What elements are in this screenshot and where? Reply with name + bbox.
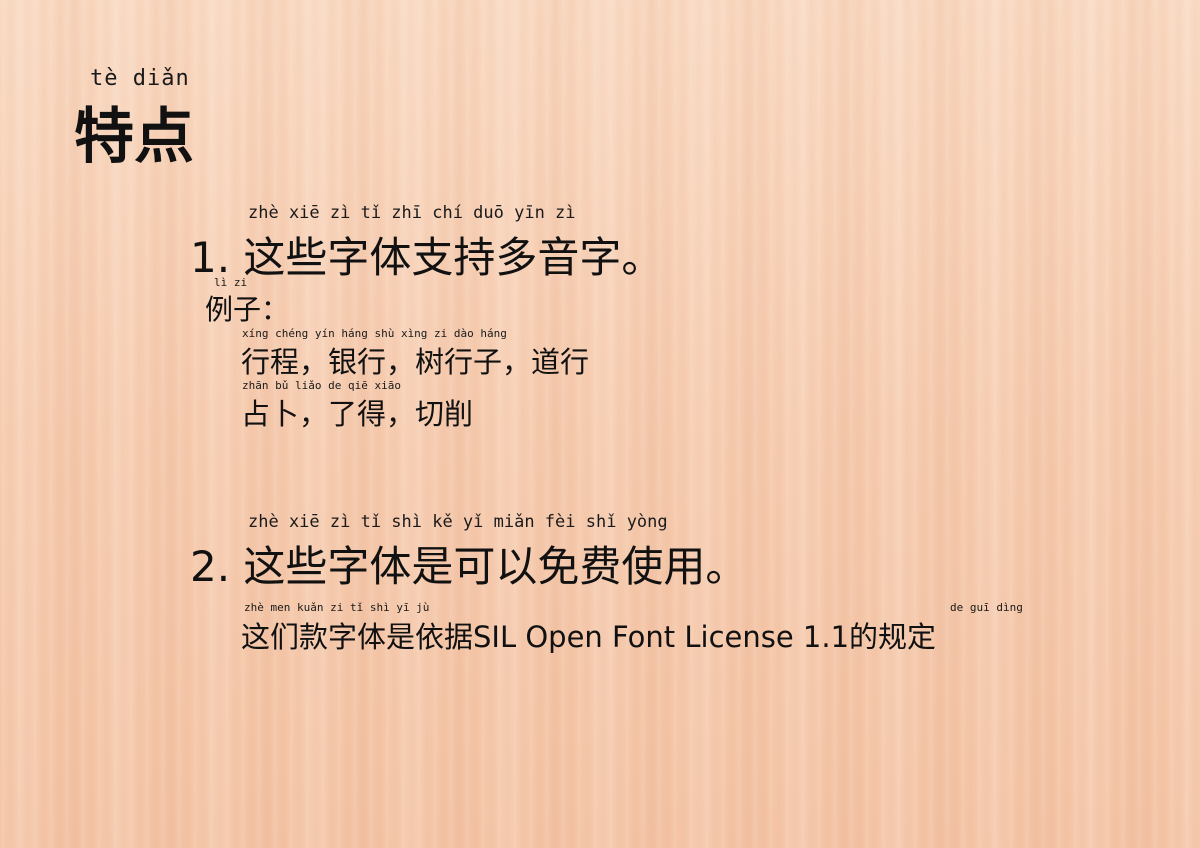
- section-2-heading: 2. 这些字体是可以免费使用。: [190, 542, 748, 591]
- section-1-heading: 1. 这些字体支持多音字。: [190, 233, 664, 282]
- example-line-1-pinyin: xíng chéng yín háng shù xìng zi dào háng: [242, 327, 507, 340]
- license-line-end-pinyin: de guī dìng: [950, 601, 1023, 614]
- example-label: 例子：: [205, 293, 290, 326]
- example-line-1: 行程，银行，树行子，道行: [241, 345, 590, 379]
- page-title: 特点: [74, 102, 194, 172]
- license-line-pinyin: zhè men kuǎn zi tǐ shì yī jù: [244, 601, 430, 614]
- license-line: 这们款字体是依据SIL Open Font License 1.1的规定: [241, 620, 937, 654]
- section-2-heading-pinyin: zhè xiē zì tǐ shì kě yǐ miǎn fèi shǐ yòn…: [248, 512, 668, 532]
- title-pinyin: tè diǎn: [90, 66, 190, 91]
- section-1-heading-pinyin: zhè xiē zì tǐ zhī chí duō yīn zì: [248, 203, 576, 223]
- example-label-pinyin: lì zi: [214, 276, 248, 289]
- example-line-2: 占卜，了得，切削: [241, 397, 474, 431]
- example-line-2-pinyin: zhān bǔ liǎo de qiē xiāo: [242, 379, 401, 392]
